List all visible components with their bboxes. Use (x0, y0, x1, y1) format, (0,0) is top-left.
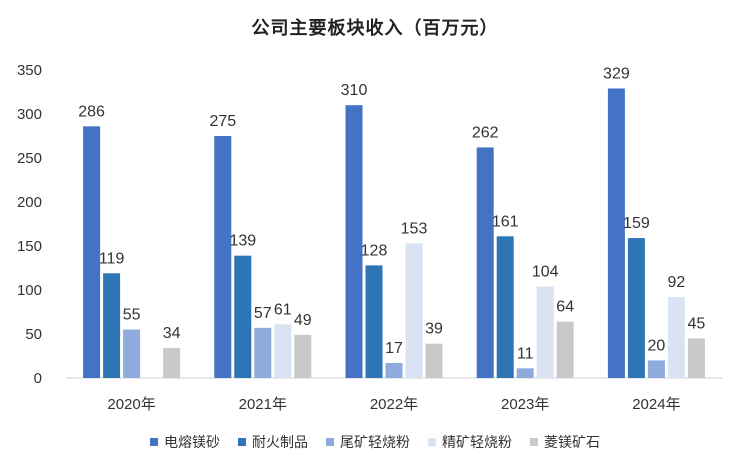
bar (214, 136, 232, 378)
bar (294, 334, 312, 378)
bar (687, 338, 705, 378)
legend-swatch (326, 438, 334, 446)
data-label: 49 (294, 312, 312, 329)
legend-item: 菱镁矿石 (530, 432, 600, 452)
legend-label: 菱镁矿石 (544, 435, 600, 451)
data-label: 64 (556, 299, 574, 316)
legend-label: 耐火制品 (252, 435, 308, 451)
data-label: 153 (401, 220, 428, 237)
data-label: 329 (603, 65, 630, 82)
data-label: 92 (668, 274, 686, 291)
data-label: 34 (163, 325, 181, 342)
data-label: 119 (99, 250, 125, 267)
bar (667, 297, 685, 378)
y-tick-label: 250 (17, 150, 42, 167)
bar (536, 286, 554, 378)
legend-label: 尾矿轻烧粉 (340, 435, 410, 451)
x-tick-label: 2024年 (632, 396, 680, 413)
data-label: 286 (78, 103, 105, 120)
bar (425, 343, 443, 378)
legend-swatch (428, 438, 436, 446)
data-label: 161 (492, 213, 519, 230)
legend-label: 电熔镁砂 (164, 435, 220, 451)
data-label: 61 (274, 301, 292, 318)
data-label: 128 (361, 242, 388, 259)
data-label: 275 (209, 113, 236, 130)
legend-swatch (238, 438, 246, 446)
bar (405, 243, 423, 378)
data-label: 45 (688, 315, 706, 332)
bar (83, 126, 101, 378)
bar (516, 368, 534, 378)
data-label: 39 (425, 321, 443, 338)
bar (254, 327, 272, 378)
data-label: 104 (532, 263, 559, 280)
bar (365, 265, 383, 378)
data-label: 57 (254, 305, 272, 322)
legend-label: 精矿轻烧粉 (442, 435, 512, 451)
y-tick-label: 200 (17, 194, 42, 211)
legend-item: 耐火制品 (238, 432, 308, 452)
bar (123, 329, 141, 378)
bar (627, 238, 645, 378)
bar (607, 88, 625, 378)
x-tick-label: 2023年 (501, 396, 549, 413)
bar (163, 348, 181, 378)
legend-item: 尾矿轻烧粉 (326, 432, 410, 452)
chart-title: 公司主要板块收入（百万元） (251, 18, 499, 39)
x-tick-label: 2021年 (239, 396, 287, 413)
bar (647, 360, 665, 378)
y-tick-label: 350 (17, 62, 42, 79)
data-label: 17 (385, 340, 403, 357)
bar (103, 273, 121, 378)
bar (496, 236, 514, 378)
y-tick-label: 100 (17, 282, 42, 299)
bar (556, 321, 574, 378)
y-tick-label: 150 (17, 238, 42, 255)
bar (234, 255, 252, 378)
x-tick-label: 2022年 (370, 396, 418, 413)
data-label: 55 (123, 307, 141, 324)
data-label: 310 (341, 82, 368, 99)
bar (345, 105, 363, 378)
data-label: 11 (517, 345, 534, 362)
legend-item: 电熔镁砂 (150, 432, 220, 452)
data-label: 159 (623, 215, 650, 232)
y-tick-label: 50 (25, 326, 42, 343)
data-label: 20 (648, 337, 666, 354)
bar (274, 324, 292, 378)
bar (476, 147, 494, 378)
chart-legend: 电熔镁砂 耐火制品 尾矿轻烧粉 精矿轻烧粉 菱镁矿石 (0, 432, 750, 452)
x-tick-label: 2020年 (107, 396, 155, 413)
bar (385, 363, 403, 378)
data-label: 139 (229, 233, 256, 250)
y-tick-label: 300 (17, 106, 42, 123)
y-tick-label: 0 (34, 370, 42, 387)
legend-swatch (150, 438, 158, 446)
data-label: 262 (472, 124, 499, 141)
legend-swatch (530, 438, 538, 446)
legend-item: 精矿轻烧粉 (428, 432, 512, 452)
